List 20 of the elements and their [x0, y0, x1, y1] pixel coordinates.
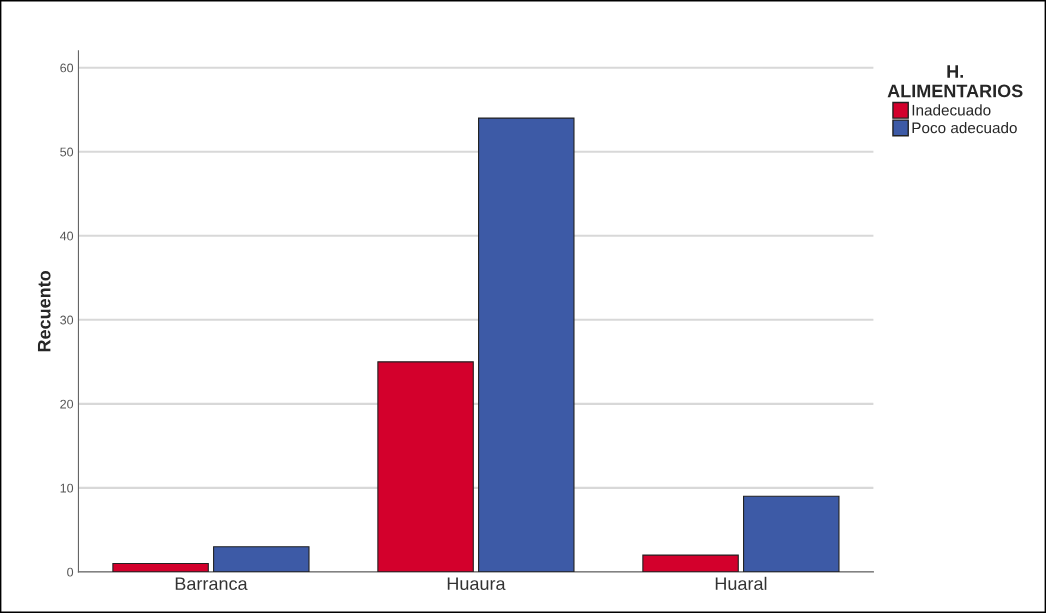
- y-tick-label: 60: [60, 63, 74, 73]
- bar: [478, 117, 575, 572]
- x-tick-label: Huaura: [447, 577, 506, 591]
- y-tick-label: 30: [60, 315, 74, 325]
- bar: [213, 546, 310, 572]
- x-tick-label: Barranca: [175, 577, 248, 591]
- y-tick-label: 10: [60, 483, 74, 493]
- bar: [743, 495, 840, 572]
- legend-label: Poco adecuado: [912, 122, 1017, 134]
- bar: [377, 361, 474, 572]
- legend-label: Inadecuado: [912, 104, 991, 116]
- y-tick-label: 0: [67, 567, 74, 577]
- y-tick-label: 20: [60, 399, 74, 409]
- x-tick-label: Huaral: [715, 576, 767, 591]
- legend-title: H. ALIMENTARIOS: [887, 65, 1023, 98]
- bar: [112, 562, 209, 572]
- bar: [642, 554, 739, 572]
- y-axis-title: Recuento: [37, 270, 51, 352]
- y-tick-label: 40: [59, 231, 74, 241]
- y-tick-label: 50: [60, 147, 74, 157]
